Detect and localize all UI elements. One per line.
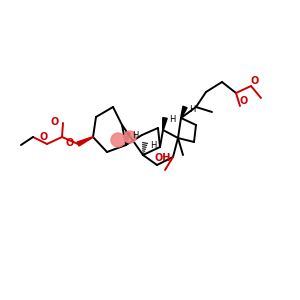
Polygon shape (77, 137, 93, 146)
Text: H: H (150, 140, 156, 149)
Text: O: O (40, 132, 48, 142)
Polygon shape (181, 106, 187, 118)
Text: O: O (251, 76, 259, 86)
Text: H: H (169, 116, 175, 124)
Text: OH: OH (155, 153, 171, 163)
Text: O: O (240, 96, 248, 106)
Text: H: H (132, 130, 138, 140)
Circle shape (124, 131, 136, 143)
Polygon shape (163, 118, 167, 130)
Text: O: O (51, 117, 59, 127)
Text: O: O (66, 138, 74, 148)
Text: H: H (189, 104, 195, 113)
Circle shape (111, 133, 125, 147)
